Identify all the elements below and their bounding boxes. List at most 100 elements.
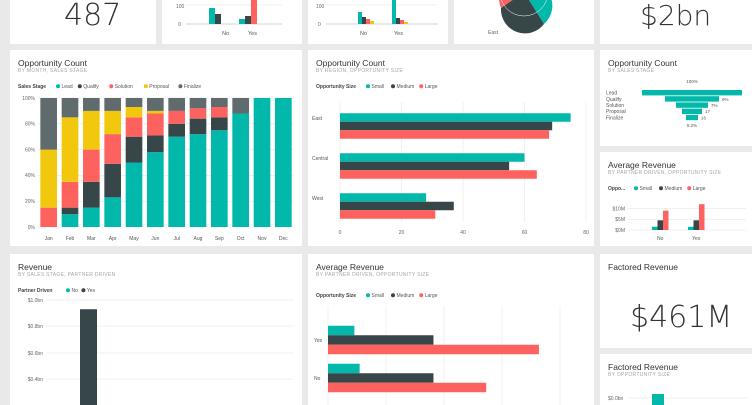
opp-month-bar-lead[interactable] (61, 214, 79, 227)
opp-month-bar-lead[interactable] (189, 134, 207, 227)
opp-region-bar-large[interactable] (340, 170, 537, 179)
avg-rev-large-bar-medium[interactable] (328, 373, 434, 383)
avg-rev-large-tile[interactable]: Average Revenue BY PARTNER DRIVEN, OPPOR… (308, 254, 594, 405)
opp-month-bar-qualify[interactable] (147, 135, 164, 153)
opp-month-bar-lead[interactable] (147, 152, 164, 227)
mini-bar2-tile[interactable]: 100 0 No Yes (308, 0, 448, 44)
mini-bar2-bar[interactable] (396, 18, 400, 24)
opp-month-bar-finalize[interactable] (147, 98, 164, 111)
funnel-bar-solution[interactable] (676, 102, 708, 108)
opp-region-legend-item[interactable]: Small (372, 84, 385, 90)
opp-month-bar-finalize[interactable] (61, 98, 79, 118)
funnel-bar-qualify[interactable] (665, 96, 719, 102)
opp-region-bar-small[interactable] (340, 153, 525, 162)
revenue-bar-yes[interactable] (80, 309, 97, 405)
revenue-tile[interactable]: Revenue BY SALES STAGE, PARTNER DRIVEN P… (10, 254, 302, 405)
opp-region-bar-large[interactable] (340, 130, 550, 139)
funnel-bar-proposal[interactable] (682, 108, 702, 114)
mini-bar2-bar[interactable] (370, 21, 374, 24)
opp-month-bar-finalize[interactable] (211, 98, 228, 108)
opp-month-bar-lead[interactable] (275, 98, 292, 227)
mini-bar2-bar[interactable] (404, 22, 408, 24)
mini-bar-no-small[interactable] (209, 8, 215, 24)
revenue-legend-item[interactable]: No (72, 288, 79, 294)
mini-bar2-bar[interactable] (362, 17, 366, 24)
avg-rev-small-bar-small[interactable] (688, 226, 694, 230)
mini-bar-tile[interactable]: 100 0 No Yes (162, 0, 302, 44)
avg-rev-large-bar-large[interactable] (328, 344, 539, 355)
opp-region-bar-small[interactable] (340, 113, 571, 122)
avg-rev-large-legend-item[interactable]: Large (425, 293, 438, 299)
opp-month-bar-solution[interactable] (104, 134, 121, 164)
pie-slice-medium[interactable] (500, 0, 544, 34)
opp-month-bar-qualify[interactable] (125, 136, 143, 163)
mini-bar2-bar[interactable] (366, 19, 370, 24)
funnel-bar-finalize[interactable] (686, 114, 698, 121)
mini-bar2-bar[interactable] (392, 0, 396, 24)
factored-size-bar[interactable] (652, 394, 664, 405)
opp-month-bar-qualify[interactable] (104, 163, 121, 198)
avg-rev-small-legend-item[interactable]: Small (640, 186, 653, 192)
avg-rev-large-bar-small[interactable] (328, 363, 360, 374)
opp-month-bar-solution[interactable] (168, 110, 185, 124)
opp-month-bar-qualify[interactable] (211, 117, 228, 131)
opp-month-tile[interactable]: Opportunity Count BY MONTH, SALES STAGE … (10, 50, 302, 246)
mini-bar-yes-large[interactable] (251, 0, 257, 24)
opp-month-bar-finalize[interactable] (232, 98, 249, 114)
pie-tile[interactable]: East (454, 0, 594, 44)
opp-month-bar-finalize[interactable] (125, 98, 143, 108)
opp-month-bar-finalize[interactable] (189, 98, 207, 109)
avg-rev-small-bar-medium[interactable] (657, 220, 664, 230)
pie-slice-small[interactable] (524, 0, 553, 24)
opp-month-bar-qualify[interactable] (83, 181, 100, 208)
avg-rev-large-legend-item[interactable]: Medium (397, 293, 415, 299)
mini-bar-no-medium[interactable] (215, 14, 221, 24)
avg-rev-small-bar-large[interactable] (699, 204, 705, 230)
opp-region-legend-item[interactable]: Medium (397, 84, 415, 90)
mini-bar2-bar[interactable] (358, 12, 362, 24)
avg-rev-small-bar-medium[interactable] (693, 220, 700, 230)
revenue-kpi-tile[interactable]: $2bn (600, 0, 752, 44)
factored-size-tile[interactable]: Factored Revenue BY OPPORTUNITY SIZE $0.… (600, 354, 752, 405)
opp-month-bar-solution[interactable] (211, 107, 228, 118)
pie-slice-large[interactable] (499, 0, 524, 8)
opp-month-bar-lead[interactable] (211, 130, 228, 227)
opp-month-bar-proposal[interactable] (125, 107, 143, 118)
opp-month-bar-finalize[interactable] (104, 98, 121, 111)
funnel-bar-lead[interactable] (642, 90, 742, 96)
opp-month-bar-finalize[interactable] (83, 98, 100, 111)
opp-month-bar-finalize[interactable] (168, 98, 185, 111)
opp-month-bar-proposal[interactable] (83, 110, 100, 150)
opp-month-bar-lead[interactable] (253, 98, 271, 227)
opp-month-bar-qualify[interactable] (61, 207, 79, 215)
opp-region-bar-medium[interactable] (340, 201, 454, 211)
opp-month-legend-item[interactable]: Solution (115, 84, 133, 90)
count-kpi-tile[interactable]: 487 (10, 0, 156, 44)
opp-month-legend-item[interactable]: Finalize (184, 84, 201, 90)
opp-month-bar-proposal[interactable] (147, 110, 164, 114)
opp-month-legend-item[interactable]: Lead (62, 84, 73, 90)
opp-month-bar-proposal[interactable] (61, 117, 79, 182)
opp-month-bar-solution[interactable] (83, 149, 100, 182)
opp-region-bar-large[interactable] (340, 210, 436, 219)
mini-bar-yes-medium[interactable] (245, 16, 251, 24)
opp-month-bar-lead[interactable] (104, 197, 121, 227)
opp-month-legend-item[interactable]: Proposal (149, 84, 169, 90)
factored-kpi-tile[interactable]: Factored Revenue $461M (600, 254, 752, 348)
avg-rev-large-legend-item[interactable]: Small (372, 293, 385, 299)
avg-rev-small-legend-item[interactable]: Large (693, 186, 706, 192)
opp-month-bar-solution[interactable] (125, 117, 143, 137)
opp-region-bar-medium[interactable] (340, 161, 510, 171)
opp-region-bar-medium[interactable] (340, 121, 553, 131)
opp-month-bar-solution[interactable] (61, 181, 79, 208)
avg-rev-large-bar-large[interactable] (328, 382, 487, 393)
opp-month-bar-proposal[interactable] (40, 149, 57, 208)
opp-month-bar-solution[interactable] (40, 207, 57, 227)
avg-rev-small-tile[interactable]: Average Revenue BY PARTNER DRIVEN, OPPOR… (600, 152, 752, 246)
opp-month-bar-lead[interactable] (83, 207, 100, 227)
opp-month-bar-lead[interactable] (232, 113, 249, 227)
opp-month-bar-proposal[interactable] (104, 110, 121, 135)
opp-month-bar-solution[interactable] (147, 113, 164, 136)
opp-region-legend-item[interactable]: Large (425, 84, 438, 90)
avg-rev-small-bar-large[interactable] (663, 210, 669, 230)
